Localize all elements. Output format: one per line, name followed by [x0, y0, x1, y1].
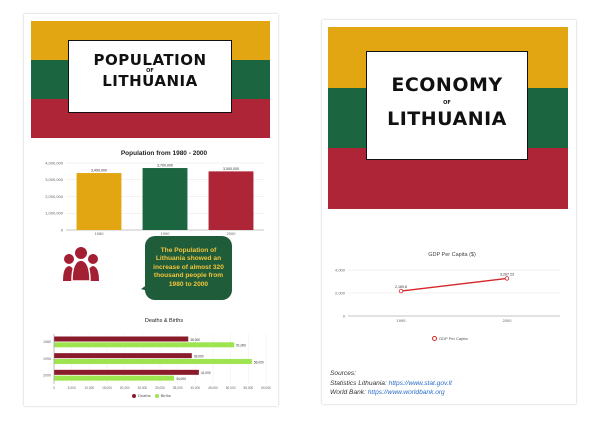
population-chart-title: Population from 1980 - 2000	[120, 150, 208, 157]
source-2-label: World Bank:	[330, 389, 366, 397]
db-y-tick: 2000	[43, 373, 51, 377]
db-x-tick: 30,000	[155, 386, 165, 390]
db-bar-deaths	[54, 369, 199, 375]
db-bar-births	[54, 375, 175, 381]
db-data-label: 39,000	[194, 355, 204, 359]
db-y-tick: 1980	[43, 340, 51, 344]
title-of: OF	[443, 100, 451, 106]
sources-block: Sources: Statistics Lithuania: https://w…	[330, 369, 452, 398]
title-lithuania: LITHUANIA	[102, 72, 198, 90]
db-bar-births	[54, 358, 252, 364]
family-icon	[63, 247, 99, 282]
population-chart: 0 1,000,000 2,000,000 3,000,000 4,000,000 3,4…	[45, 160, 264, 236]
population-title-box: POPULATION OF LITHUANIA	[68, 40, 232, 113]
gdp-y-tick: 4,000	[335, 267, 346, 272]
db-x-tick: 45,000	[208, 386, 218, 390]
title-lithuania: LITHUANIA	[387, 108, 507, 130]
gdp-x-tick: 2000	[503, 318, 513, 323]
population-page: POPULATION OF LITHUANIA Population from …	[24, 14, 278, 406]
gdp-series-line	[400, 277, 508, 292]
gdp-data-label: 2,169.8	[395, 285, 407, 289]
db-bar-deaths	[54, 353, 192, 359]
population-y-tick: 2,000,000	[45, 194, 64, 199]
gdp-y-tick: 0	[343, 313, 346, 318]
db-x-tick: 0	[53, 386, 55, 390]
db-x-tick: 35,000	[173, 386, 183, 390]
population-y-tick: 4,000,000	[45, 160, 64, 165]
title-population: POPULATION	[93, 51, 207, 69]
gdp-legend: GDP Per Capita	[432, 336, 468, 342]
economy-page: ECONOMY OF LITHUANIA GDP Per Capita ($) …	[322, 20, 576, 404]
population-x-tick: 1990	[161, 231, 171, 236]
db-data-label: 51,000	[236, 344, 246, 348]
population-speech-bubble: The Population of Lithuania showed an in…	[145, 236, 232, 300]
gdp-point	[504, 276, 510, 281]
population-data-label: 3,700,000	[157, 164, 173, 168]
population-y-tick: 1,000,000	[45, 211, 64, 216]
population-data-label: 3,500,000	[223, 167, 239, 171]
db-data-label: 56,000	[254, 360, 264, 364]
db-x-tick: 10,000	[84, 386, 94, 390]
db-x-tick: 25,000	[137, 386, 147, 390]
legend-births: Births	[154, 393, 171, 398]
population-x-tick: 2000	[227, 231, 237, 236]
population-data-label: 3,400,000	[91, 169, 107, 173]
db-x-tick: 40,000	[190, 386, 200, 390]
population-y-tick: 0	[61, 227, 64, 232]
population-y-tick: 3,000,000	[45, 177, 64, 182]
gdp-point	[398, 288, 404, 294]
source-1-label: Statistics Lithuania:	[330, 379, 387, 387]
legend-gdp: GDP Per Capita	[432, 336, 468, 342]
db-data-label: 41,000	[201, 371, 211, 375]
gdp-chart: 0 2,000 4,000 2,169.8 1995 3,267.23 2000	[335, 267, 560, 323]
title-of: OF	[146, 68, 154, 74]
gdp-chart-title: GDP Per Capita ($)	[428, 252, 476, 258]
deaths-births-legend: Deaths Births	[132, 393, 171, 398]
population-bar	[76, 173, 122, 230]
source-2-link[interactable]: https://www.worldbank.org	[367, 389, 445, 397]
db-x-tick: 55,000	[243, 386, 253, 390]
db-x-tick: 15,000	[102, 386, 112, 390]
gdp-y-tick: 2,000	[335, 290, 346, 295]
source-1-link[interactable]: https://www.stat.gov.lt	[388, 379, 452, 387]
db-x-tick: 50,000	[226, 386, 236, 390]
legend-deaths: Deaths	[132, 393, 151, 398]
db-y-tick: 1990	[43, 357, 51, 361]
db-bar-births	[54, 342, 235, 348]
population-x-tick: 1980	[95, 231, 105, 236]
db-x-tick: 5,000	[68, 386, 76, 390]
economy-title-box: ECONOMY OF LITHUANIA	[366, 51, 528, 160]
db-x-tick: 60,000	[261, 386, 271, 390]
db-x-tick: 20,000	[120, 386, 130, 390]
title-economy: ECONOMY	[391, 74, 503, 96]
gdp-x-tick: 1995	[397, 318, 407, 323]
sources-heading: Sources:	[330, 370, 357, 377]
db-data-label: 38,000	[190, 338, 200, 342]
db-bar-deaths	[54, 336, 189, 342]
population-bar	[142, 168, 188, 230]
db-data-label: 34,000	[176, 377, 186, 381]
population-bar	[208, 171, 254, 230]
gdp-data-label: 3,267.23	[500, 272, 514, 276]
deaths-births-chart: 0 5,000 10,000 15,000 20,000 25,000 30,000 35,0…	[43, 334, 271, 390]
deaths-births-chart-title: Deaths & Births	[144, 318, 184, 324]
